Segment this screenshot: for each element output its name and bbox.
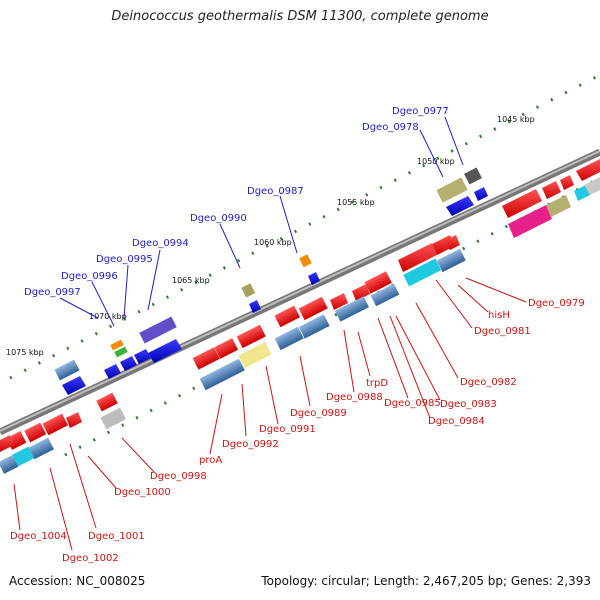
gene-grey-r[interactable]	[584, 177, 600, 195]
gene-proa[interactable]	[192, 347, 220, 370]
label-dgeo-0987: Dgeo_0987	[247, 186, 304, 197]
label-dgeo-0988: Dgeo_0988	[326, 392, 383, 403]
label-dgeo-0996: Dgeo_0996	[61, 271, 118, 282]
gene-red-9[interactable]	[24, 422, 47, 443]
gene-blue-a[interactable]	[446, 196, 474, 216]
gene-red-7[interactable]	[214, 338, 239, 359]
map-title: Deinococcus geothermalis DSM 11300, comp…	[111, 9, 489, 24]
gene-steel-3[interactable]	[199, 358, 245, 391]
gene-magenta[interactable]	[508, 205, 552, 238]
gene-dgeo-0998[interactable]	[96, 392, 118, 412]
gene-blue-b[interactable]	[474, 187, 488, 201]
label-dgeo-0982: Dgeo_0982	[460, 377, 517, 388]
plus-label-leaders	[59, 116, 464, 327]
label-dgeo-0991: Dgeo_0991	[259, 424, 316, 435]
chromosome-backbone-highlight	[0, 150, 600, 432]
label-dgeo-1004: Dgeo_1004	[10, 531, 67, 542]
gene-cyan-r[interactable]	[574, 185, 590, 201]
minus-strand-genes	[0, 159, 600, 474]
gene-blue-e[interactable]	[148, 339, 182, 363]
gene-dgeo-1004[interactable]	[0, 455, 19, 474]
label-dgeo-0990: Dgeo_0990	[190, 213, 247, 224]
scale-label-1065: 1065 kbp	[172, 276, 210, 285]
gene-dgeo-0985[interactable]	[370, 283, 400, 307]
gene-blue-g[interactable]	[120, 356, 137, 371]
label-dgeo-0989: Dgeo_0989	[290, 408, 347, 419]
gene-dgeo-0977[interactable]	[464, 167, 482, 185]
label-dgeo-1002: Dgeo_1002	[62, 553, 119, 564]
gene-cyan-l[interactable]	[12, 446, 35, 467]
gene-dgeo-0991[interactable]	[236, 324, 266, 349]
gene-dgeo-1002[interactable]	[28, 437, 54, 460]
scale-label-1055: 1055 kbp	[337, 198, 375, 207]
gene-blue-h[interactable]	[134, 349, 151, 364]
label-dgeo-0983: Dgeo_0983	[440, 399, 497, 410]
minus-label-leaders	[13, 277, 527, 551]
gene-blue-d[interactable]	[249, 300, 261, 313]
gene-dgeo-0981[interactable]	[436, 248, 466, 273]
gene-dgeo-0989[interactable]	[274, 305, 300, 328]
gene-steel-1[interactable]	[298, 314, 330, 339]
gene-dgeo-1000[interactable]	[100, 407, 126, 430]
label-dgeo-0992: Dgeo_0992	[222, 439, 279, 450]
label-hish: hisH	[488, 310, 510, 321]
gene-dgeo-0990[interactable]	[241, 283, 256, 298]
label-dgeo-0984: Dgeo_0984	[428, 416, 485, 427]
gene-olive[interactable]	[546, 195, 571, 217]
scale-label-1070: 1070 kbp	[89, 312, 127, 321]
gene-dgeo-0992[interactable]	[238, 341, 272, 369]
gene-steel-2[interactable]	[274, 326, 304, 351]
label-dgeo-0998: Dgeo_0998	[150, 471, 207, 482]
gene-hish[interactable]	[446, 235, 460, 250]
topology-text: Topology: circular; Length: 2,467,205 bp…	[261, 574, 591, 588]
gene-dgeo-0996[interactable]	[114, 346, 128, 358]
gene-red-6[interactable]	[298, 296, 328, 321]
label-dgeo-0979: Dgeo_0979	[528, 298, 585, 309]
label-dgeo-0977: Dgeo_0977	[392, 106, 449, 117]
label-dgeo-0997: Dgeo_0997	[24, 287, 81, 298]
gene-red-1[interactable]	[502, 189, 542, 218]
gene-red-8[interactable]	[42, 413, 68, 436]
gene-dgeo-0983[interactable]	[364, 271, 392, 294]
gene-trpd[interactable]	[335, 296, 369, 322]
gene-dgeo-1001[interactable]	[66, 412, 82, 428]
label-trpd: trpD	[366, 378, 388, 389]
gene-dgeo-0995[interactable]	[110, 339, 124, 351]
plus-strand-genes	[54, 167, 488, 395]
label-proa: proA	[199, 455, 222, 466]
gene-blue-c[interactable]	[308, 272, 320, 285]
accession-text: Accession: NC_008025	[9, 574, 146, 588]
gene-red-4[interactable]	[576, 159, 600, 181]
label-dgeo-0995: Dgeo_0995	[96, 254, 153, 265]
gene-red-5[interactable]	[398, 243, 437, 272]
gene-dgeo-0988[interactable]	[330, 293, 348, 310]
gene-dgeo-0987[interactable]	[299, 254, 312, 268]
label-dgeo-1001: Dgeo_1001	[88, 531, 145, 542]
gene-red-3[interactable]	[560, 175, 574, 190]
gene-dgeo-0997[interactable]	[54, 359, 80, 381]
gene-red-11[interactable]	[0, 435, 12, 452]
scale-label-1075: 1075 kbp	[6, 348, 44, 357]
gene-red-2[interactable]	[542, 181, 561, 199]
label-dgeo-0985: Dgeo_0985	[384, 398, 441, 409]
gene-dgeo-0984[interactable]	[352, 284, 370, 301]
gene-blue-i[interactable]	[62, 376, 86, 395]
label-dgeo-0994: Dgeo_0994	[132, 238, 189, 249]
scale-label-1045: 1045 kbp	[497, 115, 535, 124]
gene-blue-f[interactable]	[104, 364, 121, 379]
label-dgeo-1000: Dgeo_1000	[114, 487, 171, 498]
label-dgeo-0978: Dgeo_0978	[362, 122, 419, 133]
label-dgeo-0981: Dgeo_0981	[474, 326, 531, 337]
gene-dgeo-0982[interactable]	[403, 258, 442, 287]
gene-dgeo-0994[interactable]	[139, 316, 177, 344]
scale-label-1060: 1060 kbp	[254, 238, 292, 247]
gene-dgeo-0978[interactable]	[436, 177, 468, 203]
